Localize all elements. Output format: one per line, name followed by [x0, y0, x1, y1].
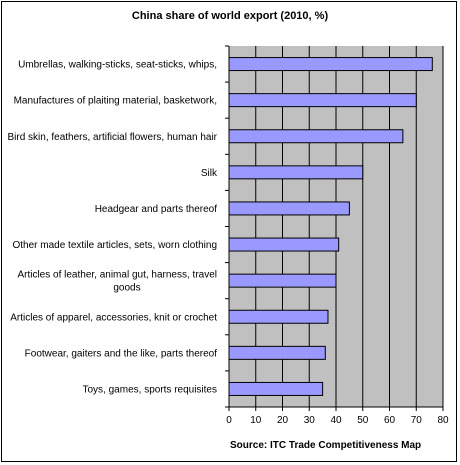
category-label: Articles of leather, animal gut, harness…: [17, 270, 217, 294]
bar: [228, 237, 340, 252]
bar: [228, 93, 417, 108]
category-label: Articles of apparel, accessories, knit o…: [10, 312, 217, 323]
category-label: Other made textile articles, sets, worn …: [12, 240, 217, 251]
x-tick-label: 60: [384, 415, 396, 426]
x-tick-label: 20: [277, 415, 289, 426]
x-tick-label: 10: [250, 415, 262, 426]
bar: [228, 345, 326, 360]
x-tick-label: 70: [411, 415, 423, 426]
x-tick-label: 50: [357, 415, 369, 426]
x-tick-label: 40: [330, 415, 342, 426]
chart-source: Source: ITC Trade Competitiveness Map: [230, 440, 422, 451]
category-label: Footwear, gaiters and the like, parts th…: [25, 348, 218, 359]
category-label: Silk: [201, 168, 218, 179]
category-label: Toys, games, sports requisites: [83, 384, 218, 395]
category-label: Headgear and parts thereof: [95, 204, 218, 215]
category-label: Bird skin, feathers, artificial flowers,…: [7, 132, 217, 143]
bar: [228, 273, 337, 288]
bar: [228, 57, 433, 72]
category-label: Umbrellas, walking-sticks, seat-sticks, …: [18, 60, 217, 71]
x-tick-label: 0: [226, 415, 232, 426]
chart-title: China share of world export (2010, %): [131, 10, 329, 22]
bar: [228, 381, 324, 396]
category-label: Manufactures of plaiting material, baske…: [14, 96, 217, 107]
bar: [228, 165, 364, 180]
x-tick-label: 30: [304, 415, 316, 426]
bar: [228, 201, 350, 216]
bar: [228, 129, 404, 144]
bar: [228, 309, 329, 324]
x-tick-label: 80: [437, 415, 449, 426]
